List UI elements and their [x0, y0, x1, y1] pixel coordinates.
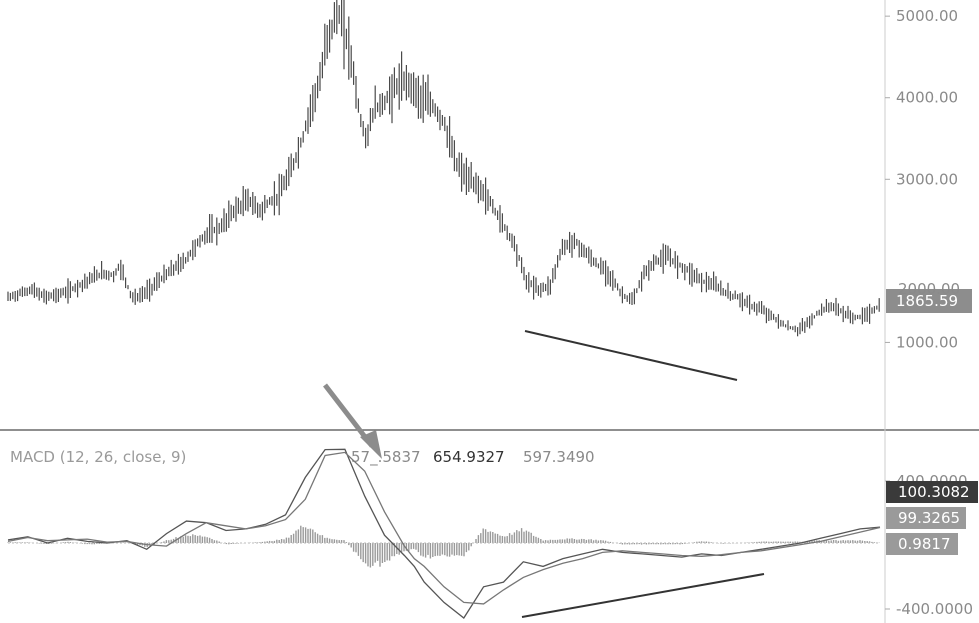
price-tick-label: 5000.00	[896, 7, 958, 25]
macd-trendline	[521, 573, 765, 618]
macd-value-badge-3: 0.9817	[898, 535, 951, 553]
price-trendline	[524, 330, 738, 381]
macd-line	[7, 448, 881, 619]
macd-histogram	[7, 525, 880, 568]
macd-header-value-1: 57_.5837	[351, 448, 421, 467]
price-tick-label: 3000.00	[896, 170, 958, 188]
price-axis-ticks: 5000.00 4000.00 3000.00 1000.00	[885, 7, 958, 351]
macd-value-badges: 100.3082 99.3265 0.9817	[886, 481, 978, 555]
signal-line	[7, 451, 881, 605]
price-tick-label: 1000.00	[896, 333, 958, 351]
macd-trendline-segment	[521, 573, 765, 618]
price-hidden-tick: 2000.00	[898, 280, 960, 298]
price-bars	[7, 0, 880, 337]
macd-value-badge-2: 99.3265	[898, 509, 960, 527]
macd-lines	[7, 448, 881, 619]
annotation-arrow	[323, 383, 382, 459]
last-price-label: 1865.59	[896, 292, 958, 310]
macd-title: MACD (12, 26, close, 9)	[10, 448, 186, 466]
macd-value-badge-1: 100.3082	[898, 483, 970, 501]
last-price-badge: 1865.59	[886, 289, 972, 313]
price-tick-label: 4000.00	[896, 89, 958, 107]
price-trendline-segment	[524, 330, 738, 381]
macd-tick-label: -400.0000	[896, 600, 973, 618]
macd-header-value-2: 654.9327	[433, 448, 505, 466]
macd-header-value-3: 597.3490	[523, 448, 595, 466]
